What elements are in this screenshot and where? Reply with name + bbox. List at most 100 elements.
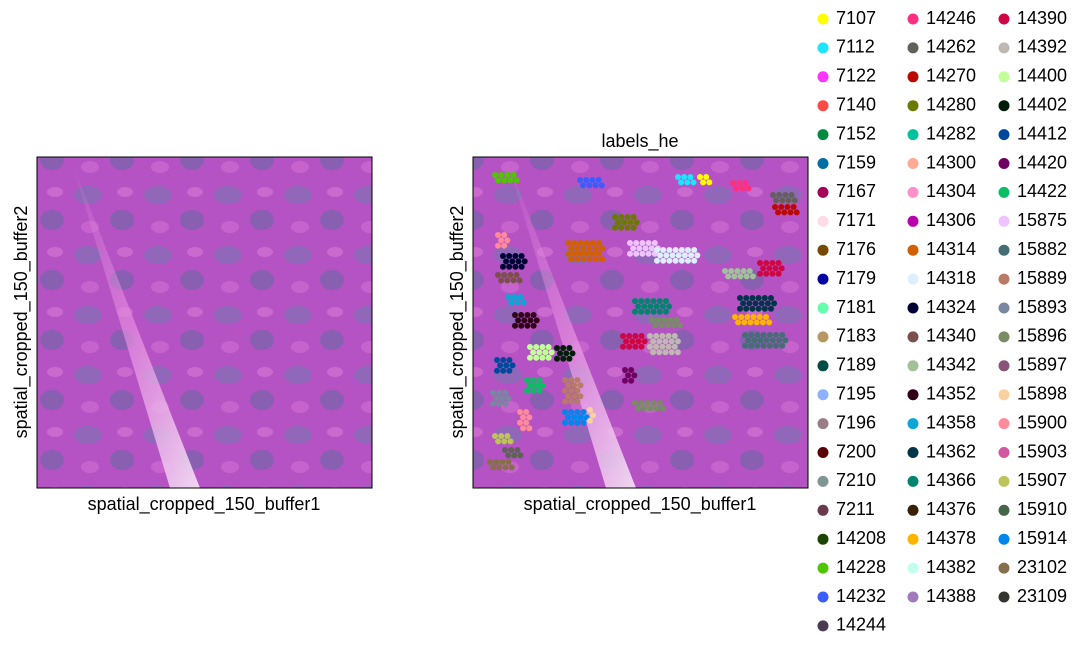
- spot: [539, 382, 546, 389]
- legend-label: 15882: [1017, 239, 1067, 259]
- spot: [517, 452, 524, 459]
- spot: [562, 387, 568, 394]
- panel-right: labels_he spatial_cropped_150_buffer1 sp…: [447, 131, 809, 515]
- spot: [669, 252, 676, 259]
- spot: [656, 400, 663, 406]
- spot: [681, 174, 688, 180]
- spot: [638, 333, 645, 339]
- spot: [728, 268, 735, 274]
- spot: [687, 174, 694, 180]
- legend-label: 14390: [1017, 8, 1067, 28]
- spot: [662, 349, 669, 356]
- spot: [625, 372, 632, 379]
- spot: [635, 303, 642, 310]
- spot: [703, 174, 710, 180]
- spot: [752, 300, 759, 307]
- legend-label: 14244: [836, 615, 886, 635]
- legend-label: 14412: [1017, 123, 1067, 143]
- legend-marker: [817, 158, 829, 169]
- spot: [566, 355, 573, 362]
- spot: [565, 393, 572, 400]
- spot: [492, 172, 498, 178]
- legend-label: 14270: [926, 66, 976, 86]
- legend-label: 14314: [926, 239, 976, 259]
- spot: [758, 300, 765, 307]
- spot: [747, 319, 754, 326]
- spot: [568, 377, 575, 383]
- legend-marker: [817, 100, 829, 112]
- spot: [663, 252, 670, 259]
- spot: [569, 350, 576, 357]
- spot: [656, 308, 663, 315]
- spot: [662, 338, 669, 345]
- legend-marker: [817, 562, 829, 574]
- spot: [539, 354, 546, 361]
- spot: [642, 245, 649, 252]
- spot: [624, 214, 631, 220]
- spot: [518, 312, 525, 318]
- spot: [656, 298, 663, 304]
- spot: [586, 256, 593, 263]
- spot: [511, 452, 518, 459]
- spot: [725, 273, 732, 280]
- spot: [763, 314, 769, 320]
- spot: [630, 214, 637, 220]
- spot: [678, 179, 685, 186]
- legend-marker: [907, 302, 919, 314]
- spot: [744, 314, 751, 320]
- spot: [527, 317, 534, 324]
- spot: [623, 338, 630, 345]
- spot: [565, 250, 571, 257]
- spot: [580, 409, 587, 415]
- legend-marker: [907, 562, 919, 574]
- spot: [574, 409, 581, 415]
- spot: [545, 354, 552, 361]
- legend-label: 7176: [836, 239, 876, 259]
- spot: [563, 350, 570, 357]
- spot: [626, 333, 633, 339]
- spot: [621, 219, 628, 226]
- y-axis-label: spatial_cropped_150_buffer2: [447, 206, 468, 439]
- spot: [754, 332, 761, 338]
- legend-label: 14228: [836, 557, 886, 577]
- spot: [685, 247, 691, 253]
- legend-marker: [998, 475, 1010, 487]
- legend-marker: [907, 475, 919, 487]
- legend-marker: [998, 302, 1010, 314]
- legend-marker: [907, 215, 919, 227]
- spot: [562, 377, 568, 383]
- legend-marker: [817, 620, 829, 632]
- tissue-streak: [70, 157, 200, 488]
- spot: [650, 400, 657, 406]
- spot: [530, 349, 537, 356]
- spot: [514, 447, 521, 453]
- spot: [565, 240, 571, 246]
- spot: [514, 299, 521, 306]
- legend-marker: [998, 331, 1010, 343]
- spot: [520, 425, 527, 432]
- spot: [583, 177, 590, 183]
- spot: [523, 409, 530, 415]
- spot: [773, 342, 779, 349]
- spot: [632, 333, 639, 339]
- legend-label: 14402: [1017, 94, 1067, 114]
- spot: [516, 277, 523, 284]
- legend-marker: [817, 186, 829, 198]
- spot: [733, 185, 740, 192]
- legend-marker: [998, 504, 1010, 516]
- spot: [760, 332, 767, 338]
- spot: [633, 250, 640, 257]
- spot: [500, 263, 506, 270]
- spot: [760, 265, 767, 272]
- spot: [526, 414, 533, 421]
- spot: [671, 333, 678, 339]
- spot: [490, 390, 496, 396]
- legend-marker: [907, 273, 919, 285]
- panel-title: labels_he: [601, 131, 678, 152]
- spot: [530, 377, 537, 383]
- spot: [586, 182, 593, 189]
- legend-label: 14392: [1017, 37, 1067, 57]
- spot: [622, 367, 628, 373]
- spot: [612, 214, 618, 220]
- spot: [507, 438, 514, 445]
